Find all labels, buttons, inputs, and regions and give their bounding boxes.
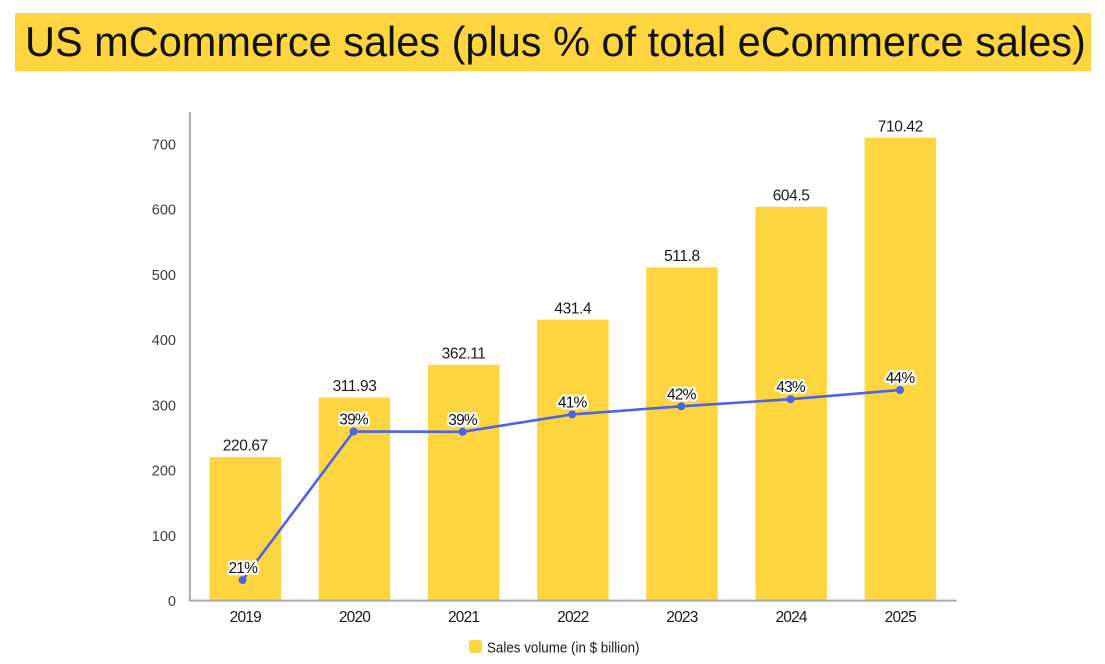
svg-text:2021: 2021 xyxy=(448,609,479,626)
svg-text:311.93: 311.93 xyxy=(333,378,377,395)
svg-text:500: 500 xyxy=(152,268,176,284)
svg-text:400: 400 xyxy=(152,333,176,349)
svg-text:2024: 2024 xyxy=(775,609,807,626)
svg-text:43%: 43% xyxy=(776,379,806,396)
svg-text:511.8: 511.8 xyxy=(664,248,700,265)
svg-text:100: 100 xyxy=(152,529,176,545)
svg-text:41%: 41% xyxy=(558,394,588,411)
svg-text:220.67: 220.67 xyxy=(223,438,268,455)
svg-text:200: 200 xyxy=(152,464,176,480)
svg-text:44%: 44% xyxy=(886,370,916,387)
svg-text:0: 0 xyxy=(168,594,176,610)
svg-text:42%: 42% xyxy=(667,386,697,403)
svg-text:2023: 2023 xyxy=(666,609,697,626)
svg-text:Sales volume (in $ billion): Sales volume (in $ billion) xyxy=(487,640,640,657)
svg-text:2022: 2022 xyxy=(557,609,588,626)
svg-text:2020: 2020 xyxy=(339,609,371,626)
svg-text:21%: 21% xyxy=(228,560,258,577)
svg-text:710.42: 710.42 xyxy=(878,118,923,135)
svg-text:604.5: 604.5 xyxy=(773,187,810,204)
svg-text:2019: 2019 xyxy=(230,609,261,626)
svg-text:362.11: 362.11 xyxy=(442,345,486,362)
svg-text:39%: 39% xyxy=(339,412,369,429)
svg-text:39%: 39% xyxy=(448,412,478,429)
svg-text:700: 700 xyxy=(152,138,176,154)
svg-text:300: 300 xyxy=(152,398,176,414)
svg-text:600: 600 xyxy=(152,203,176,219)
svg-text:431.4: 431.4 xyxy=(554,300,592,317)
svg-text:2025: 2025 xyxy=(885,609,916,626)
